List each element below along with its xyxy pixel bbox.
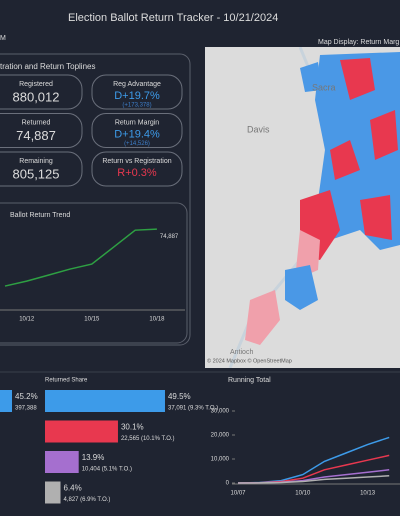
bar (0, 390, 12, 412)
count-label: 4,827 (6.9% T.O.) (64, 497, 111, 503)
y-tick-label: 10,000 (211, 457, 230, 463)
line (4, 228, 157, 287)
x-tick-label: 10/07 (230, 491, 246, 497)
count-label: 37,091 (9.3% T.O.) (168, 406, 218, 412)
x-tick-label: 10/13 (360, 491, 376, 497)
y-tick-label: 30,000 (211, 409, 230, 415)
card-value: D+19.7% (114, 90, 160, 102)
bar (45, 420, 118, 443)
line (237, 475, 390, 484)
y-tick-label: 0 (226, 481, 230, 487)
count-label: 397,388 (15, 406, 37, 412)
y-tick-label: 20,000 (211, 433, 230, 439)
x-tick-label: 10/12 (19, 317, 35, 323)
map-label: Map Display: Return Marg (318, 39, 399, 46)
map[interactable] (205, 47, 400, 368)
map-region (285, 265, 318, 310)
card-label: Reg Advantage (113, 81, 161, 88)
card-value: 805,125 (13, 166, 60, 181)
place-label: Sacra (312, 82, 336, 92)
chart-title: Ballot Return Trend (10, 212, 70, 219)
count-label: 22,565 (10.1% T.O.) (121, 436, 175, 442)
card-label: Remaining (19, 158, 53, 165)
card (0, 113, 83, 148)
x-tick-label: 10/15 (84, 317, 100, 323)
data-label: 13.9% (82, 453, 105, 462)
data-label: 49.5% (168, 392, 191, 401)
place-label: Davis (247, 124, 270, 134)
bar (45, 481, 61, 504)
x-tick-label: 10/10 (295, 491, 311, 497)
card (0, 151, 83, 187)
map-region (300, 62, 322, 92)
card-label: Registered (19, 81, 53, 88)
data-label: 6.4% (64, 484, 82, 493)
chart-title: Returned Share (45, 378, 88, 384)
panel-title: tration and Return Toplines (0, 62, 95, 71)
panel (0, 53, 191, 346)
data-label: 45.2% (15, 392, 38, 401)
card (0, 74, 83, 110)
card-value: 74,887 (16, 128, 56, 143)
card-value: R+0.3% (117, 167, 157, 179)
title: Election Ballot Return Tracker - 10/21/2… (68, 12, 278, 24)
chart-panel (0, 202, 188, 344)
count-label: 10,404 (5.1% T.O.) (82, 467, 132, 473)
card-label: Returned (22, 119, 51, 126)
map-region (245, 290, 280, 345)
card-sub: (+173,378) (122, 103, 151, 109)
chart-title: Running Total (228, 377, 271, 384)
data-label: 74,887 (160, 234, 179, 240)
bar (45, 451, 79, 473)
card (91, 151, 183, 187)
card-sub: (+14,526) (124, 141, 150, 147)
map-region (330, 58, 398, 180)
x-tick-label: 10/18 (149, 317, 165, 323)
card-value: D+19.4% (114, 128, 160, 140)
place-label: Antioch (230, 349, 253, 356)
timestamp: M (0, 35, 6, 42)
card (91, 74, 183, 110)
card-label: Return Margin (115, 119, 159, 126)
attribution: © 2024 Mapbox © OpenStreetMap (207, 357, 292, 364)
bar (45, 390, 165, 412)
card-value: 880,012 (13, 89, 60, 104)
map-region (300, 190, 392, 260)
card (91, 113, 183, 148)
card-label: Return vs Registration (102, 158, 171, 165)
data-label: 30.1% (121, 423, 144, 432)
